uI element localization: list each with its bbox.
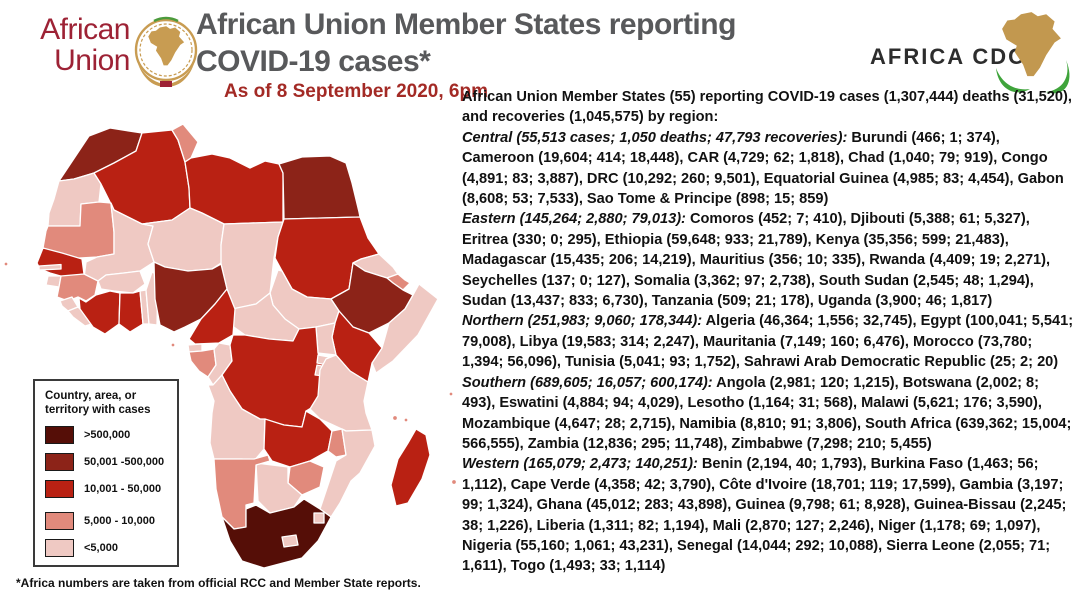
map-island-mauritius xyxy=(450,478,458,486)
map-country-egypt xyxy=(278,155,361,220)
legend-label: 50,001 -500,000 xyxy=(84,456,165,468)
legend-item: <5,000 xyxy=(45,539,169,557)
region-western-countries: Benin (2,194, 40; 1,793), Burkina Faso (… xyxy=(462,456,1067,575)
region-central: Central (55,513 cases; 1,050 deaths; 47,… xyxy=(462,128,1075,210)
region-southern-label: Southern (689,605; 16,057; 600,174): xyxy=(462,374,713,391)
map-country-madagascar xyxy=(390,428,431,507)
green-hand-left-icon xyxy=(996,68,1030,93)
page-title-line1: African Union Member States reporting xyxy=(196,8,736,41)
region-central-label: Central (55,513 cases; 1,050 deaths; 47,… xyxy=(462,129,848,146)
map-country-guinea xyxy=(56,273,99,302)
legend-item: >500,000 xyxy=(45,426,169,444)
map-country-somalia xyxy=(371,283,439,374)
african-union-emblem-icon xyxy=(134,16,198,87)
legend-swatch-gt500k xyxy=(45,426,74,444)
map-country-botswana xyxy=(255,462,303,514)
map-country-ghana xyxy=(118,290,144,333)
region-southern-countries: Angola (2,981; 120; 1,215), Botswana (2,… xyxy=(462,374,1072,452)
map-country-malawi xyxy=(327,428,347,458)
legend-swatch-10k-50k xyxy=(45,480,74,498)
legend-item: 10,001 - 50,000 xyxy=(45,480,169,498)
africa-cdc-logo: AFRICA CDC xyxy=(870,12,1070,94)
region-northern-countries: Algeria (46,364; 1,556; 32,745), Egypt (… xyxy=(462,313,1074,371)
legend-item: 50,001 -500,000 xyxy=(45,453,169,471)
au-logo-text-line2: Union xyxy=(54,44,130,77)
region-northern-label: Northern (251,983; 9,060; 178,344): xyxy=(462,313,703,330)
legend-swatch-50k-500k xyxy=(45,453,74,471)
summary-intro: African Union Member States (55) reporti… xyxy=(462,89,1072,126)
legend-title: Country, area, or territory with cases xyxy=(45,390,151,416)
map-country-uganda xyxy=(315,322,337,356)
emblem-base-icon xyxy=(160,81,172,87)
region-eastern-label: Eastern (145,264; 2,880; 79,013): xyxy=(462,211,686,228)
map-legend: Country, area, or territory with cases >… xyxy=(33,379,179,567)
map-country-namibia xyxy=(213,454,271,530)
region-eastern-countries: Comoros (452; 7; 410), Djibouti (5,388; … xyxy=(462,211,1051,310)
region-western: Western (165,079; 2,473; 140,251): Benin… xyxy=(462,454,1075,576)
map-island-comoros xyxy=(391,414,399,422)
legend-label: <5,000 xyxy=(84,542,118,554)
region-western-label: Western (165,079; 2,473; 140,251): xyxy=(462,456,698,473)
legend-label: 10,001 - 50,000 xyxy=(84,483,162,495)
map-country-lesotho xyxy=(281,534,299,548)
map-country-south-africa xyxy=(221,498,332,569)
report-date: As of 8 September 2020, 6pm xyxy=(224,81,488,102)
map-island-dot xyxy=(403,417,409,423)
region-northern: Northern (251,983; 9,060; 178,344): Alge… xyxy=(462,311,1075,372)
map-island-seychelles xyxy=(448,391,454,397)
page-title: African Union Member States reporting CO… xyxy=(196,6,886,80)
africa-choropleth-map xyxy=(3,123,458,569)
map-island-sao-tome xyxy=(170,342,176,348)
africa-cdc-logo-text: AFRICA CDC xyxy=(870,44,1026,69)
laurel-leaves-icon xyxy=(153,16,179,23)
au-logo-text-line1: African xyxy=(40,13,130,46)
green-hand-right-icon xyxy=(1046,60,1070,94)
legend-label: 5,000 - 10,000 xyxy=(84,515,155,527)
stats-panel: African Union Member States (55) reporti… xyxy=(462,87,1075,577)
legend-item: 5,000 - 10,000 xyxy=(45,512,169,530)
region-eastern: Eastern (145,264; 2,880; 79,013): Comoro… xyxy=(462,209,1075,311)
legend-swatch-lt5k xyxy=(45,539,74,557)
map-island-cape-verde xyxy=(3,261,9,267)
legend-label: >500,000 xyxy=(84,429,131,441)
region-central-countries: Burundi (466; 1; 374), Cameroon (19,604;… xyxy=(462,129,1064,208)
map-country-burkina-faso xyxy=(97,270,146,294)
page-title-line2: COVID-19 cases* xyxy=(196,45,431,78)
map-country-gambia xyxy=(38,263,62,271)
map-country-eswatini xyxy=(313,512,325,524)
footnote: *Africa numbers are taken from official … xyxy=(16,576,421,590)
african-union-logo: African Union xyxy=(26,14,130,76)
region-southern: Southern (689,605; 16,057; 600,174): Ang… xyxy=(462,373,1075,455)
legend-swatch-5k-10k xyxy=(45,512,74,530)
cupping-hands-icon xyxy=(138,64,194,87)
